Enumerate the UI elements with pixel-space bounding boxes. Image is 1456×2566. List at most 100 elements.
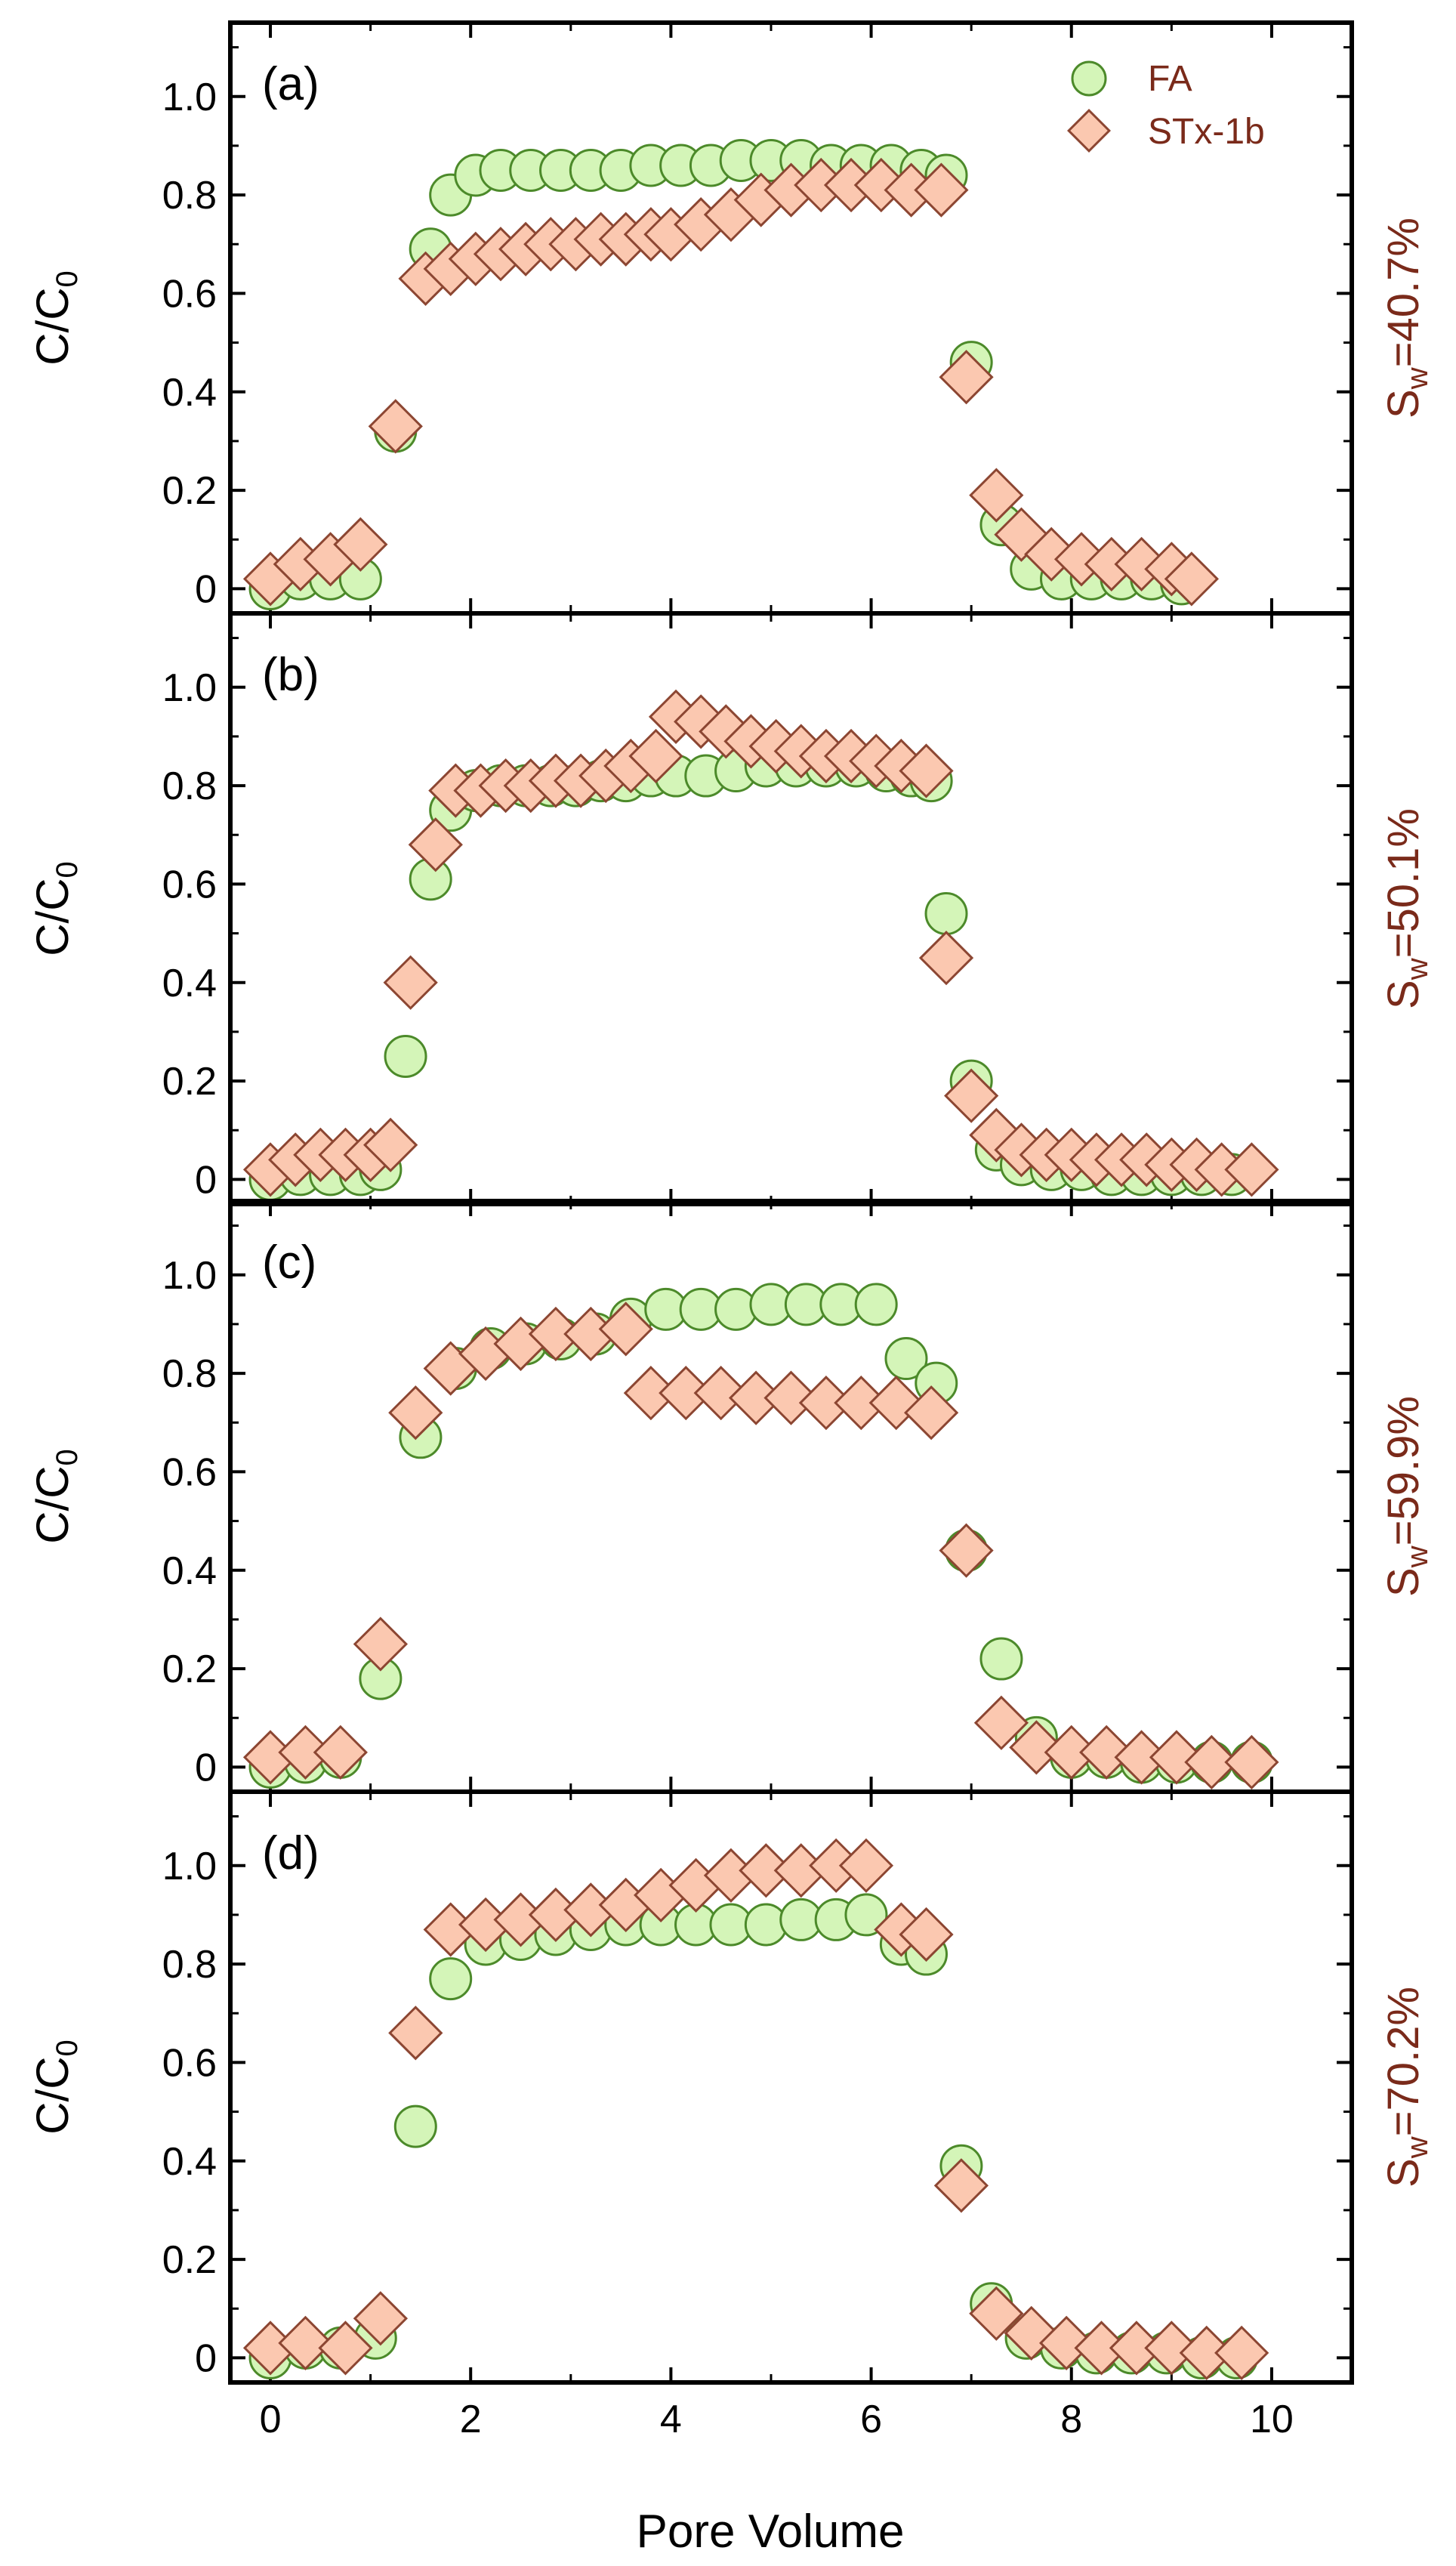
y-tick-label: 0.6 <box>162 2041 217 2085</box>
panel-2: 0 0.2 0.4 0.6 0.8 1.0 C/C0 (b) Sw=50.1% <box>27 611 1434 1206</box>
panel-3: 00.20.40.60.81.0C/C0(c)Sw=59.9% <box>27 1199 1434 1794</box>
x-tick-label: 10 <box>1250 2398 1294 2441</box>
stx-point <box>1164 551 1219 607</box>
stx-point <box>969 468 1024 523</box>
y-tick-label: 0.6 <box>162 863 217 906</box>
saturation-label-main: S <box>1379 389 1428 418</box>
y-tick-label: 0.8 <box>162 174 217 218</box>
stx-point <box>939 350 994 405</box>
saturation-label-value: =59.9% <box>1379 1396 1428 1545</box>
y-axis-label-main: C/C <box>27 2056 78 2134</box>
saturation-label: Sw=70.2% <box>1379 1987 1434 2188</box>
y-tick-label: 0.2 <box>162 1647 217 1691</box>
panel-label: (b) <box>262 649 319 701</box>
stx-point <box>1144 2321 1199 2376</box>
stx-point <box>368 399 423 454</box>
legend-stx-label: STx-1b <box>1148 112 1265 152</box>
stx-point <box>278 2315 333 2370</box>
stx-point <box>1224 1734 1279 1789</box>
y-tick-label: 1.0 <box>162 1254 217 1298</box>
stx-point <box>1079 1725 1134 1780</box>
y-tick-label: 0.4 <box>162 962 217 1005</box>
saturation-label: Sw=50.1% <box>1379 808 1434 1009</box>
y-tick-label: 0.2 <box>162 2238 217 2282</box>
stx-point <box>899 743 954 798</box>
stx-point <box>1214 2325 1269 2380</box>
stx-point <box>1149 1730 1205 1785</box>
panel-frame <box>228 1789 1354 2385</box>
stx-point <box>353 2291 409 2346</box>
panel-4: 00.20.40.60.81.00 2 4 6 8 10C/C0(d)Sw=70.2% <box>27 1789 1434 2441</box>
saturation-label-sub: w <box>1401 1545 1434 1568</box>
markers <box>242 1283 1279 1789</box>
saturation-label-main: S <box>1379 2158 1428 2188</box>
y-axis-label-main: C/C <box>27 1465 78 1543</box>
y-tick-label: 0 <box>195 1158 217 1202</box>
markers <box>242 1838 1269 2380</box>
stx-point <box>918 931 974 986</box>
saturation-label-sub: w <box>1401 2136 1434 2159</box>
y-tick-label: 0.8 <box>162 1943 217 1987</box>
y-tick-label: 0.6 <box>162 272 217 316</box>
stx-point <box>313 1725 368 1780</box>
fa-point <box>979 1637 1023 1681</box>
x-tick-label: 8 <box>1060 2398 1082 2441</box>
fa-point <box>924 892 968 936</box>
panel-label: (c) <box>262 1237 316 1289</box>
saturation-label-main: S <box>1379 980 1428 1009</box>
y-tick-label: 1.0 <box>162 76 217 119</box>
stx-point <box>408 817 463 872</box>
stx-point <box>388 2006 443 2061</box>
legend: FA STx-1b <box>1067 59 1265 153</box>
y-tick-label: 0.2 <box>162 1060 217 1104</box>
saturation-label-sub: w <box>1401 958 1434 980</box>
y-tick-label: 0.4 <box>162 371 217 415</box>
stx-point <box>353 1616 409 1672</box>
y-tick-label: 0.8 <box>162 1352 217 1396</box>
x-tick-label: 6 <box>860 2398 882 2441</box>
panel-label: (d) <box>262 1827 319 1879</box>
saturation-label-value: =50.1% <box>1379 808 1428 958</box>
fa-point <box>393 2104 437 2148</box>
stx-point <box>1009 1720 1064 1775</box>
y-axis-label: C/C0 <box>27 1449 84 1544</box>
y-axis-label-sub: 0 <box>51 2040 84 2056</box>
y-tick-label: 0 <box>195 567 217 611</box>
stx-point <box>333 517 388 572</box>
markers <box>242 138 1219 610</box>
stx-point <box>1038 2315 1094 2370</box>
stx-point <box>598 1302 653 1357</box>
stx-point <box>969 2286 1024 2341</box>
fa-point <box>429 1957 473 2001</box>
legend-fa-marker <box>1071 60 1107 97</box>
saturation-label: Sw=40.7% <box>1379 218 1434 418</box>
y-tick-label: 0.8 <box>162 764 217 808</box>
stx-point <box>838 1838 894 1893</box>
y-axis-label: C/C0 <box>27 270 84 366</box>
stx-point <box>318 2321 373 2376</box>
y-tick-label: 0.4 <box>162 2140 217 2184</box>
stx-point <box>388 1385 443 1440</box>
y-tick-label: 1.0 <box>162 666 217 710</box>
stx-point <box>944 1068 999 1123</box>
stx-point <box>899 1907 954 1962</box>
stx-point <box>1184 1734 1239 1789</box>
y-axis-label-main: C/C <box>27 878 78 956</box>
fa-point <box>384 1035 427 1078</box>
stx-point <box>933 2158 989 2213</box>
y-tick-label: 0.4 <box>162 1549 217 1593</box>
y-tick-label: 0.2 <box>162 469 217 513</box>
saturation-label-sub: w <box>1401 367 1434 390</box>
fa-point <box>844 1893 888 1937</box>
y-tick-label: 1.0 <box>162 1845 217 1888</box>
y-axis-label: C/C0 <box>27 861 84 956</box>
x-tick-label: 4 <box>660 2398 682 2441</box>
saturation-label-value: =70.2% <box>1379 1987 1428 2136</box>
y-axis-label: C/C0 <box>27 2040 84 2135</box>
saturation-label: Sw=59.9% <box>1379 1396 1434 1597</box>
panels-layer: 00.20.40.60.81.0C/C0(a)Sw=40.7%00.20.40.… <box>27 20 1434 2441</box>
legend-fa-label: FA <box>1148 59 1192 99</box>
markers <box>242 689 1279 1201</box>
y-axis-label-main: C/C <box>27 287 78 365</box>
